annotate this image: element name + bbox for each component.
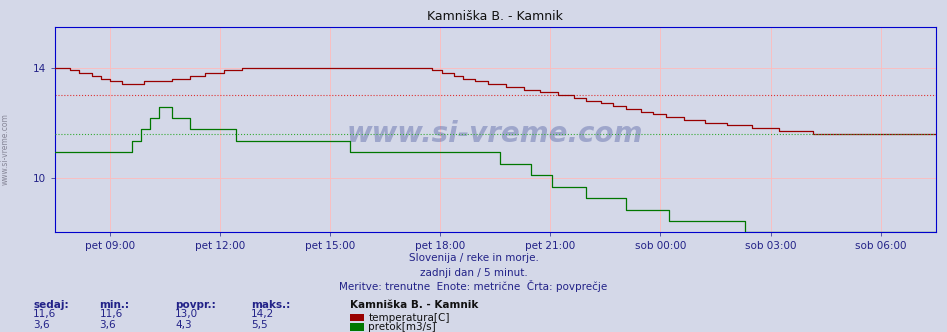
Text: Meritve: trenutne  Enote: metrične  Črta: povprečje: Meritve: trenutne Enote: metrične Črta: … xyxy=(339,280,608,291)
Text: temperatura[C]: temperatura[C] xyxy=(368,313,450,323)
Text: Kamniška B. - Kamnik: Kamniška B. - Kamnik xyxy=(350,300,479,310)
Text: sedaj:: sedaj: xyxy=(33,300,69,310)
Text: 11,6: 11,6 xyxy=(33,309,57,319)
Text: 11,6: 11,6 xyxy=(99,309,123,319)
Text: 4,3: 4,3 xyxy=(175,320,192,330)
Text: povpr.:: povpr.: xyxy=(175,300,216,310)
Text: min.:: min.: xyxy=(99,300,130,310)
Text: 3,6: 3,6 xyxy=(33,320,50,330)
Title: Kamniška B. - Kamnik: Kamniška B. - Kamnik xyxy=(427,10,563,23)
Text: 3,6: 3,6 xyxy=(99,320,116,330)
Text: Slovenija / reke in morje.: Slovenija / reke in morje. xyxy=(408,253,539,263)
Text: 5,5: 5,5 xyxy=(251,320,268,330)
Text: www.si-vreme.com: www.si-vreme.com xyxy=(347,120,644,148)
Text: pretok[m3/s]: pretok[m3/s] xyxy=(368,322,437,332)
Text: 13,0: 13,0 xyxy=(175,309,198,319)
Text: www.si-vreme.com: www.si-vreme.com xyxy=(0,114,9,185)
Text: 14,2: 14,2 xyxy=(251,309,275,319)
Text: maks.:: maks.: xyxy=(251,300,290,310)
Text: zadnji dan / 5 minut.: zadnji dan / 5 minut. xyxy=(420,268,527,278)
